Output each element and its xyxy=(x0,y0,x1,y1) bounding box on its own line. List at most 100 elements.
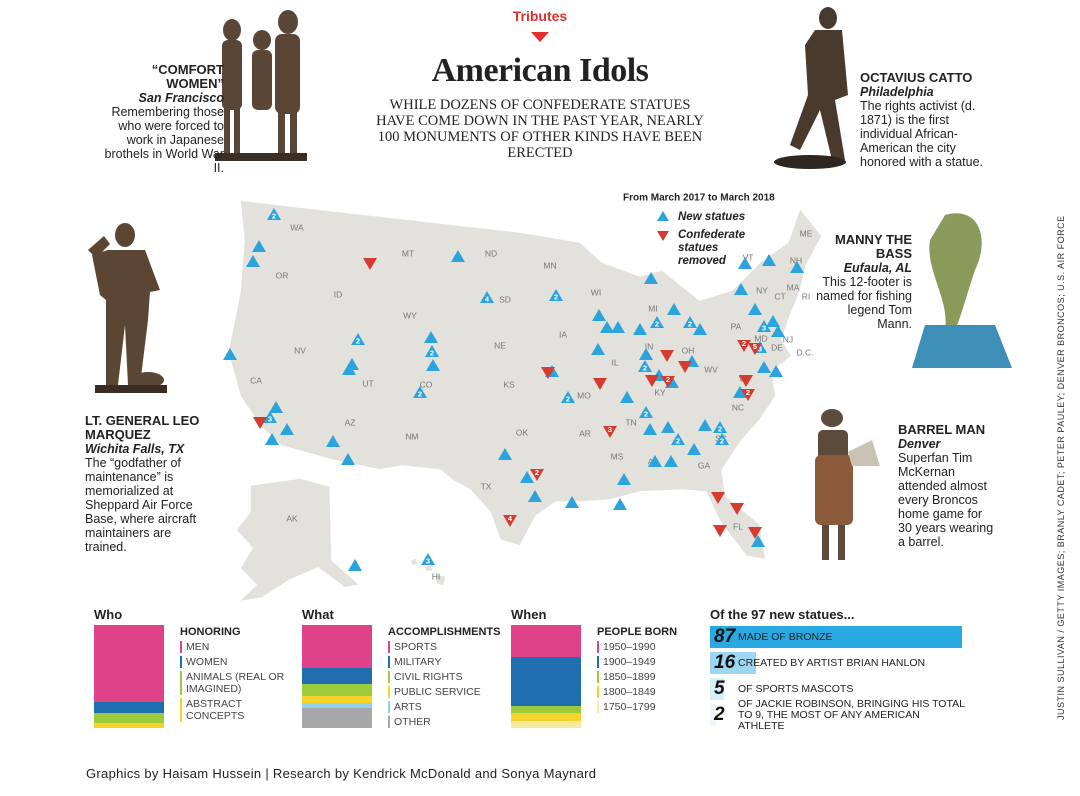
new-statue-count: 3 xyxy=(758,344,762,353)
bar-segment xyxy=(302,625,372,669)
state-label: DE xyxy=(771,342,783,352)
new-statue xyxy=(426,359,440,371)
state-label: WY xyxy=(403,310,417,320)
new-statue xyxy=(565,496,579,508)
state-label: OH xyxy=(682,345,695,355)
state-label: WA xyxy=(290,222,304,232)
new-statue xyxy=(633,323,647,335)
legend-entry: 1850–1899 xyxy=(597,671,709,683)
feature-text: The rights activist (d. 1871) is the fir… xyxy=(860,99,983,169)
new-statue xyxy=(421,553,435,565)
removed-statue-count: 3 xyxy=(608,425,612,434)
bar-segment xyxy=(511,720,581,728)
state-label: FL xyxy=(733,521,743,531)
legend-label: Confederate statues removed xyxy=(678,229,746,267)
new-statue xyxy=(738,257,752,269)
new-statue xyxy=(348,559,362,571)
new-statue xyxy=(766,315,780,327)
state-label: D.C. xyxy=(797,347,814,357)
state-label: ND xyxy=(485,248,497,258)
legend-entry: 1750–1799 xyxy=(597,701,709,713)
new-statue xyxy=(683,316,697,328)
footer-credit: Graphics by Haisam Hussein | Research by… xyxy=(86,766,597,781)
removed-statue xyxy=(678,361,692,373)
new-statue xyxy=(611,321,625,333)
new-statue xyxy=(748,303,762,315)
state-label: TX xyxy=(481,481,492,491)
removed-statue xyxy=(363,258,377,270)
bar-segment xyxy=(94,712,164,723)
new-statue xyxy=(648,455,662,467)
legend: 1950–1990 1900–1949 1850–1899 1800–1849 1750… xyxy=(597,641,709,716)
state-label: WV xyxy=(704,364,718,374)
legend-entry: ABSTRACT CONCEPTS xyxy=(180,698,292,722)
new-statue xyxy=(733,386,747,398)
new-statue xyxy=(698,419,712,431)
bar-segment xyxy=(511,712,581,721)
state-label: AR xyxy=(579,428,591,438)
state-label: AZ xyxy=(345,417,356,427)
legend-entry: 1950–1990 xyxy=(597,641,709,653)
legend: MEN WOMEN ANIMALS (REAL OR IMAGINED) ABSTRA… xyxy=(180,641,292,725)
state-label: MO xyxy=(577,390,591,400)
bar-row: 87 MADE OF BRONZE xyxy=(710,626,970,648)
bar-segment xyxy=(511,706,581,713)
removed-statue xyxy=(737,340,751,352)
bar-label: MADE OF BRONZE xyxy=(738,630,833,643)
new-statue xyxy=(762,254,776,266)
feature-place: San Francisco xyxy=(138,91,224,105)
alaska xyxy=(235,477,362,604)
removed-statue-count: 2 xyxy=(746,388,750,397)
new-statue xyxy=(600,321,614,333)
feature-place: Wichita Falls, TX xyxy=(85,442,185,456)
new-statue xyxy=(639,406,653,418)
bar-label: CREATED BY ARTIST BRIAN HANLON xyxy=(738,656,926,669)
state-label: NV xyxy=(294,345,306,355)
new-statue xyxy=(734,283,748,295)
new-statue xyxy=(667,303,681,315)
state-label: MA xyxy=(787,282,800,292)
state-label: OK xyxy=(516,427,529,437)
new-statue xyxy=(687,443,701,455)
bar-value: 5 xyxy=(714,678,725,699)
new-statue xyxy=(267,208,281,220)
state-label: VT xyxy=(743,252,754,262)
new-statue xyxy=(713,421,727,433)
new-statue xyxy=(451,250,465,262)
new-statue xyxy=(771,325,785,337)
legend-swatch xyxy=(657,211,669,221)
state-label: CT xyxy=(774,291,785,301)
removed-statue xyxy=(645,375,659,387)
new-statue-count: 3 xyxy=(426,556,430,565)
bar xyxy=(710,704,716,726)
state-label: NJ xyxy=(783,334,793,344)
feature: “COMFORT WOMEN” San Francisco Rememberin… xyxy=(104,63,224,176)
new-statue-count: 4 xyxy=(485,294,490,303)
comfort-women-statue xyxy=(215,10,307,161)
legend-entry: WOMEN xyxy=(180,656,292,668)
new-statue-count: 2 xyxy=(566,394,570,403)
new-statue xyxy=(280,423,294,435)
state-label: IN xyxy=(645,341,654,351)
removed-statue-count: 2 xyxy=(535,468,539,477)
removed-statue-count: 2 xyxy=(742,339,746,348)
new-statue-count: 2 xyxy=(644,409,648,418)
bar-segment xyxy=(94,625,164,703)
statues xyxy=(88,7,1012,560)
new-statue xyxy=(591,343,605,355)
new-statue xyxy=(520,471,534,483)
bar-value: 87 xyxy=(714,626,736,647)
new-statue xyxy=(757,361,771,373)
photo-credit: JUSTIN SULLIVAN / GETTY IMAGES; BRANLY C… xyxy=(1056,215,1066,720)
state-label: ME xyxy=(800,228,813,238)
removed-statue xyxy=(660,350,674,362)
barrel-man-statue xyxy=(815,409,880,560)
legend-entry: ARTS xyxy=(388,701,500,713)
lower-48 xyxy=(227,199,823,561)
feature-text: Superfan Tim McKernan attended almost ev… xyxy=(898,451,994,549)
new-statue xyxy=(639,348,653,360)
new-statue-count: 3 xyxy=(268,414,272,423)
bar-value: 16 xyxy=(714,652,736,673)
bar-segment xyxy=(302,696,372,704)
